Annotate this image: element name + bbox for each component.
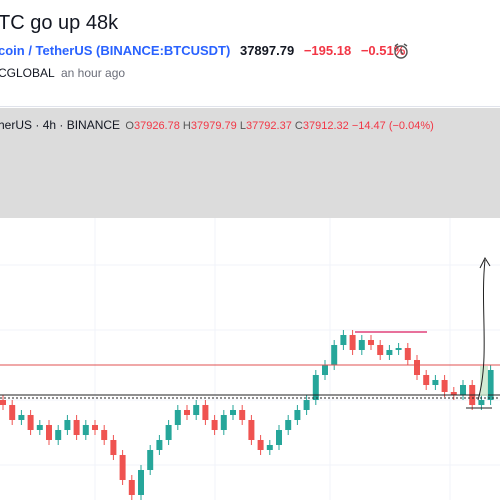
- candle-body: [294, 410, 301, 420]
- legend-l: L: [239, 120, 246, 132]
- candle-body: [36, 425, 43, 430]
- time: an hour ago: [61, 66, 126, 80]
- change-pct: −0.51%: [360, 43, 406, 58]
- legend-o: O: [125, 120, 134, 132]
- change: −195.18: [303, 43, 352, 58]
- candle-body: [230, 410, 236, 415]
- candle-body: [322, 365, 328, 375]
- candle-body: [82, 425, 89, 435]
- candle-body: [55, 430, 62, 440]
- candle-body: [395, 348, 402, 350]
- candle-body: [27, 415, 34, 430]
- author[interactable]: CGLOBAL: [0, 66, 55, 80]
- candle-body: [432, 380, 439, 385]
- legend-c: C: [294, 120, 303, 132]
- candle-body: [460, 385, 466, 395]
- legend-high: 37979.79: [190, 120, 237, 132]
- legend-overlay: [0, 108, 500, 218]
- candle-body: [220, 415, 227, 430]
- candle-body: [331, 345, 338, 365]
- candle-body: [423, 375, 430, 385]
- candle-body: [276, 430, 282, 445]
- candle-body: [478, 400, 485, 405]
- candle-body: [303, 400, 310, 410]
- candle-body: [110, 440, 117, 455]
- candle-body: [441, 380, 448, 392]
- candle-body: [0, 400, 6, 405]
- candle-body: [377, 345, 384, 355]
- legend-change: −14.47 (−0.04%): [351, 120, 434, 132]
- legend-h: H: [182, 120, 191, 132]
- symbol-row: coin / TetherUS (BINANCE:BTCUSDT) 37897.…: [0, 43, 405, 58]
- candle-body: [193, 405, 200, 415]
- legend-open: 37926.78: [133, 120, 180, 132]
- candle-body: [266, 445, 273, 450]
- candle-body: [257, 440, 264, 450]
- projection-box: [480, 366, 488, 396]
- legend-close: 37912.32: [302, 120, 349, 132]
- price: 37897.79: [239, 43, 295, 58]
- alarm-icon[interactable]: [392, 42, 410, 60]
- candle-body: [18, 415, 25, 420]
- candle-body: [64, 420, 71, 430]
- candle-body: [101, 430, 108, 440]
- divider: [0, 106, 500, 107]
- candle-body: [174, 410, 181, 425]
- symbol-name[interactable]: coin / TetherUS: [0, 43, 93, 58]
- legend: herUS · 4h · BINANCE O37926.78 H37979.79…: [0, 118, 434, 132]
- candle-body: [156, 440, 163, 450]
- legend-pair: herUS: [0, 118, 33, 132]
- candle-body: [487, 370, 494, 400]
- symbol-code[interactable]: (BINANCE:BTCUSDT): [96, 43, 231, 58]
- legend-exchange: BINANCE: [66, 118, 121, 132]
- candle-body: [9, 405, 16, 420]
- candle-body: [358, 340, 365, 350]
- candle-body: [119, 455, 126, 480]
- candle-body: [285, 420, 292, 430]
- legend-interval: 4h: [42, 118, 57, 132]
- candle-body: [165, 425, 172, 440]
- candle-body: [211, 420, 218, 430]
- candle-body: [312, 375, 319, 400]
- candle-body: [92, 425, 98, 430]
- candle-body: [349, 335, 356, 350]
- candle-body: [128, 480, 135, 495]
- chart: [0, 108, 500, 500]
- candle-body: [368, 340, 374, 345]
- candle-body: [404, 348, 411, 360]
- candle-body: [184, 410, 190, 415]
- candle-body: [340, 335, 347, 345]
- candle-body: [73, 420, 80, 435]
- candle-body: [202, 405, 209, 420]
- candle-body: [450, 392, 457, 395]
- arrow-drawing: [477, 256, 491, 401]
- idea-title: TC go up 48k: [0, 12, 119, 34]
- legend-low: 37792.37: [245, 120, 292, 132]
- candle-body: [147, 450, 154, 470]
- candle-body: [46, 425, 52, 440]
- candle-body: [239, 410, 246, 420]
- candle-body: [248, 420, 255, 440]
- candle-body: [414, 360, 420, 375]
- candle-body: [138, 470, 144, 495]
- candle-body: [386, 350, 393, 355]
